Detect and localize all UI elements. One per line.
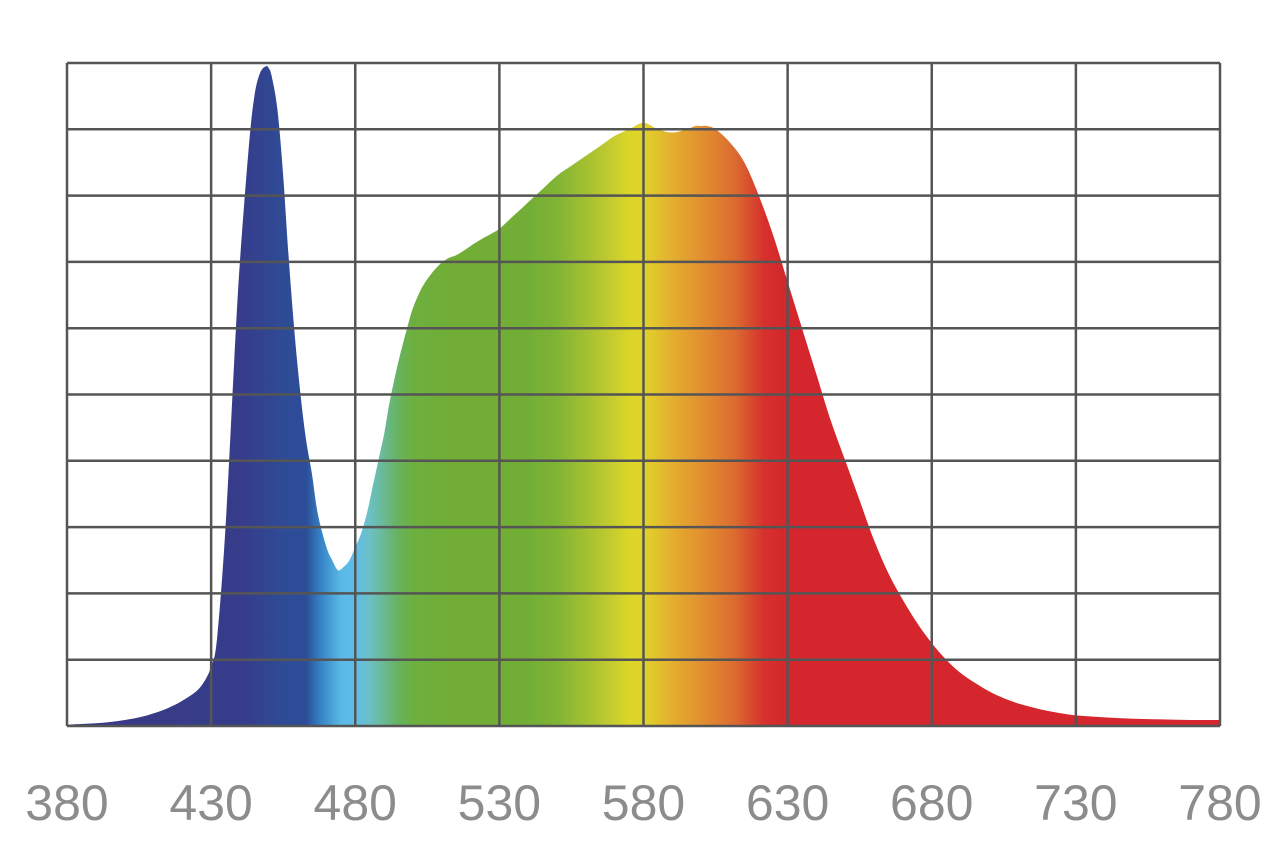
x-tick-label: 780 (1178, 775, 1261, 831)
x-tick-label: 580 (602, 775, 685, 831)
x-tick-label: 480 (314, 775, 397, 831)
x-tick-labels: 380 430 480 530 580 630 680 730 780 (25, 775, 1261, 831)
x-tick-label: 380 (25, 775, 108, 831)
x-tick-label: 680 (890, 775, 973, 831)
x-tick-label: 530 (458, 775, 541, 831)
x-tick-label: 630 (746, 775, 829, 831)
x-tick-label: 430 (169, 775, 252, 831)
grid-layer (65, 61, 1222, 728)
x-tick-label: 730 (1034, 775, 1117, 831)
